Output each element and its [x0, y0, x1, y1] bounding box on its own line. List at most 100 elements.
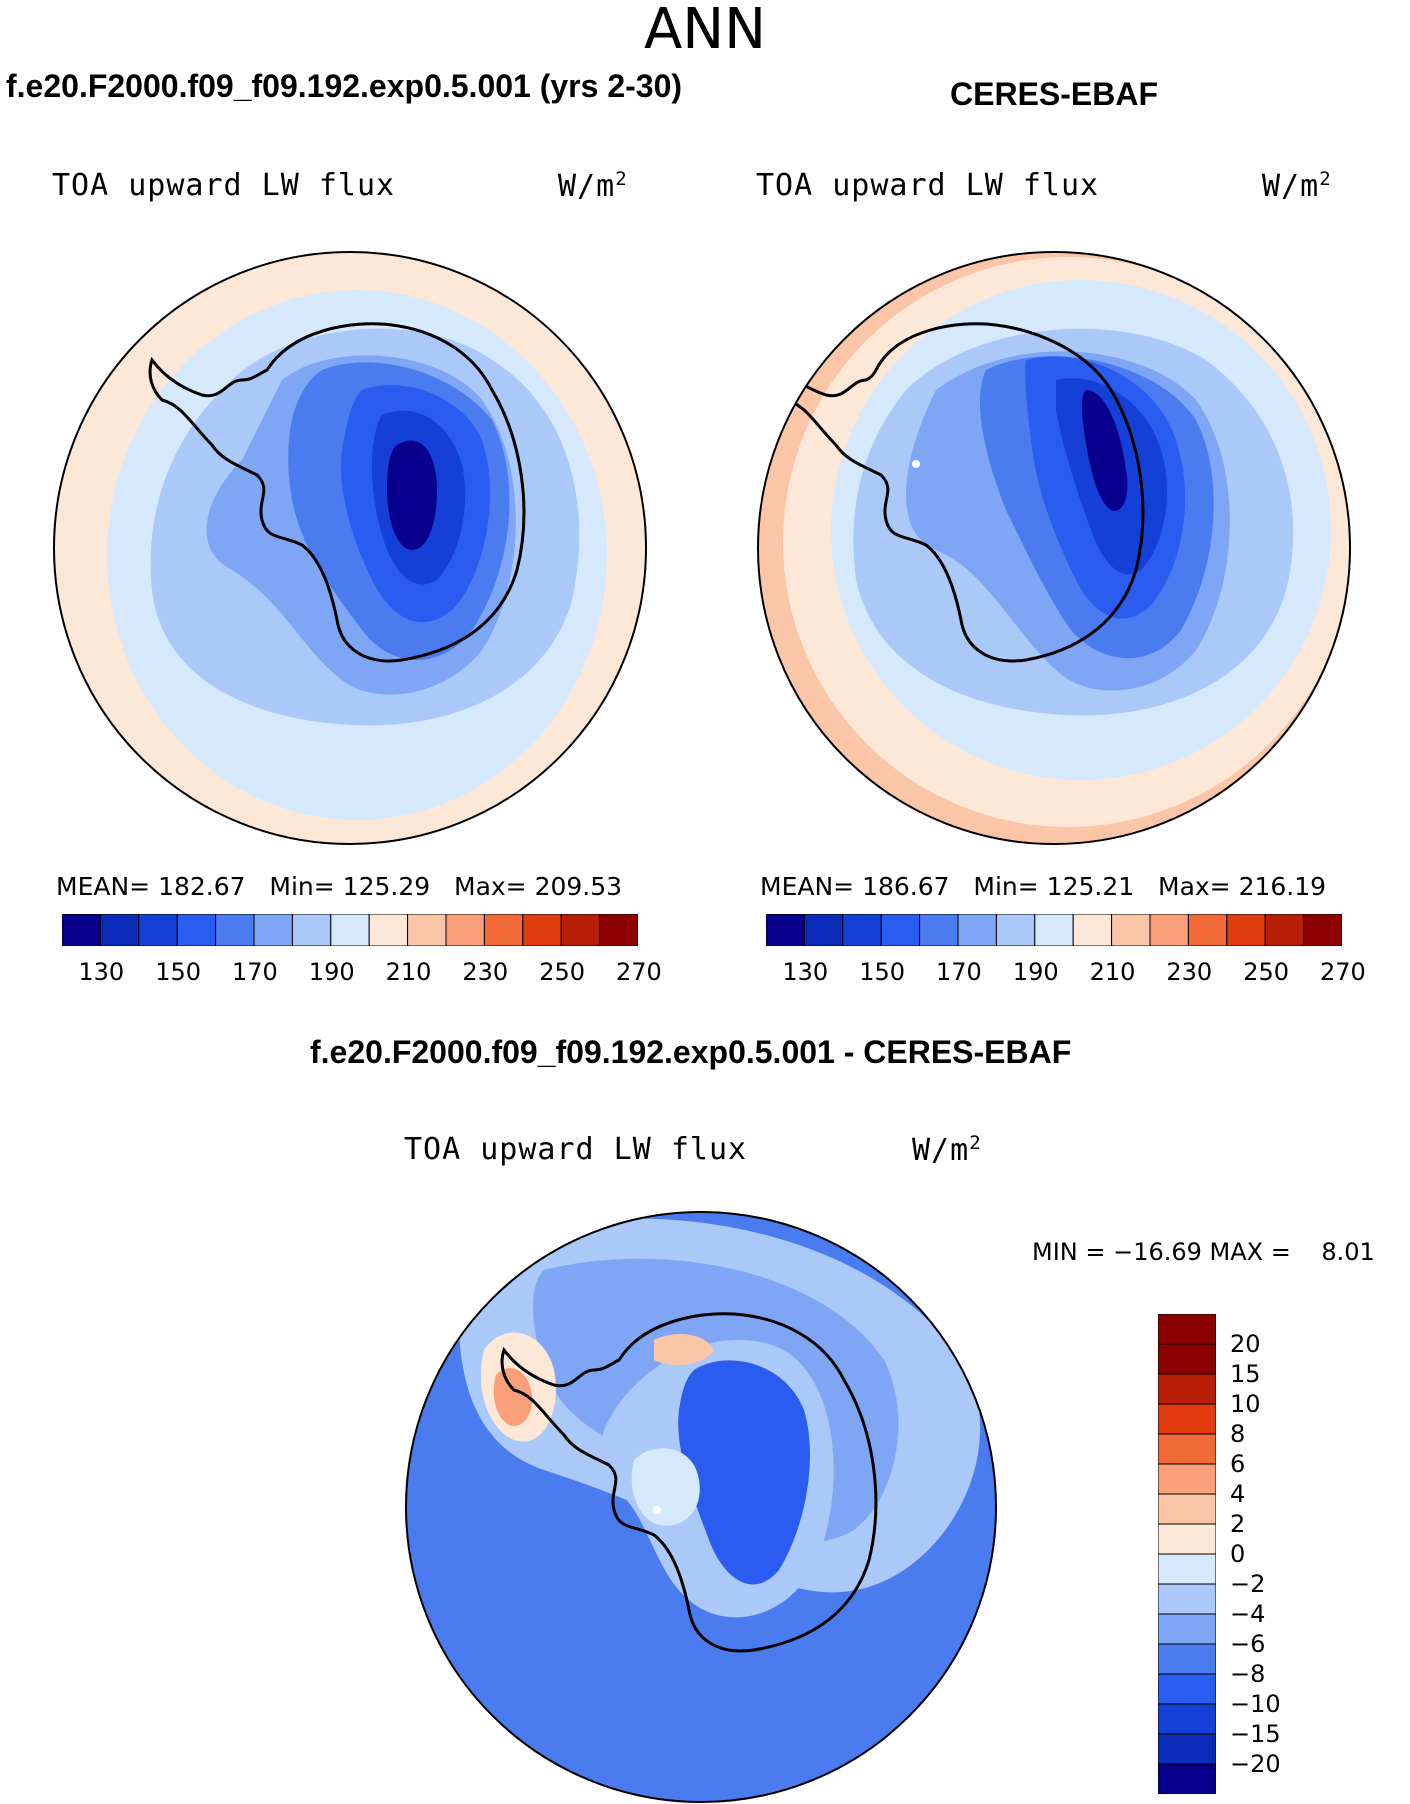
panel1-title: f.e20.F2000.f09_f09.192.exp0.5.001 (yrs …	[6, 68, 683, 104]
panel2-fill-core	[1081, 390, 1128, 511]
panel1-colorbar-box	[368, 914, 409, 946]
panel1-colorbar-box	[483, 914, 524, 946]
diff-colorbar-tick: 4	[1230, 1480, 1246, 1508]
panel2-units: W/m2	[1262, 168, 1332, 204]
panel1-colorbar-tick: 270	[616, 958, 662, 986]
diff-colorbar-tick: 8	[1230, 1420, 1246, 1448]
diff-units: W/m2	[912, 1132, 982, 1168]
diff-variable: TOA upward LW flux	[404, 1132, 748, 1167]
diff-colorbar-box	[1158, 1673, 1216, 1705]
panel2-colorbar-box	[1072, 914, 1113, 946]
diff-colorbar-box	[1158, 1433, 1216, 1465]
diff-colorbar-box	[1158, 1523, 1216, 1555]
diff-colorbar-tick: 20	[1230, 1330, 1261, 1358]
panel2-colorbar	[766, 914, 1342, 946]
diff-colorbar-box	[1158, 1373, 1216, 1405]
diff-colorbar-tick: 15	[1230, 1360, 1261, 1388]
diff-colorbar-tick: −4	[1230, 1600, 1266, 1628]
diff-colorbar-box	[1158, 1403, 1216, 1435]
diff-colorbar-box	[1158, 1613, 1216, 1645]
diff-colorbar-box	[1158, 1763, 1216, 1794]
panel2-colorbar-box	[1034, 914, 1074, 946]
panel2-colorbar-box	[957, 914, 997, 946]
diff-colorbar-box	[1158, 1493, 1216, 1525]
panel2-colorbar-box	[1111, 914, 1151, 946]
diff-colorbar-box	[1158, 1314, 1216, 1345]
panel2-colorbar-ticks: 130 150 170 190 210 230 250 270	[766, 958, 1365, 988]
diff-colorbar-tick: −8	[1230, 1660, 1266, 1688]
panel2-colorbar-box	[1149, 914, 1189, 946]
panel2-colorbar-tick: 230	[1166, 958, 1213, 986]
panel2-colorbar-box	[880, 914, 921, 946]
diff-colorbar-box	[1158, 1343, 1216, 1375]
panel1-colorbar-tick: 250	[539, 958, 585, 986]
panel1-colorbar-tick: 170	[232, 958, 278, 986]
panel2-colorbar-box	[995, 914, 1036, 946]
panel1-colorbar-box	[253, 914, 293, 946]
panel1-units: W/m2	[558, 168, 628, 204]
panel1-colorbar-tick: 150	[155, 958, 201, 986]
panel2-colorbar-tick: 210	[1089, 958, 1136, 986]
diff-colorbar-tick: 0	[1230, 1540, 1246, 1568]
diff-antarctica-outline	[500, 1312, 878, 1653]
panel1-variable: TOA upward LW flux	[52, 168, 396, 203]
panel2-colorbar-box	[1303, 914, 1342, 946]
panel2-colorbar-box	[803, 914, 844, 946]
diff-colorbar-tick: −2	[1230, 1570, 1266, 1598]
panel1-colorbar-tick: 230	[462, 958, 509, 986]
panel1-fill-core	[387, 440, 437, 550]
panel1-colorbar-box	[330, 914, 370, 946]
panel1-colorbar-box	[445, 914, 485, 946]
panel2-variable: TOA upward LW flux	[756, 168, 1100, 203]
panel2-colorbar-box	[766, 914, 805, 946]
panel2-colorbar-box	[1226, 914, 1266, 946]
diff-colorbar-box	[1158, 1553, 1216, 1585]
diff-colorbar-tick: −15	[1230, 1720, 1281, 1748]
panel1-stats: MEAN= 182.67 Min= 125.29 Max= 209.53	[56, 872, 623, 901]
panel2-colorbar-box	[1264, 914, 1305, 946]
diff-colorbar-box	[1158, 1733, 1216, 1765]
panel2-colorbar-tick: 270	[1320, 958, 1366, 986]
panel2-pole-dot	[912, 460, 920, 468]
panel2-colorbar-box	[1187, 914, 1228, 946]
panel1-colorbar-box	[99, 914, 140, 946]
diff-colorbar-tick: 6	[1230, 1450, 1246, 1478]
panel1-colorbar-box	[176, 914, 217, 946]
panel1-antarctica-outline	[148, 322, 526, 663]
panel1-colorbar-tick: 210	[385, 958, 432, 986]
panel2-colorbar-tick: 190	[1012, 958, 1059, 986]
diff-colorbar-box	[1158, 1583, 1216, 1615]
diff-colorbar	[1158, 1314, 1216, 1794]
diff-colorbar-box	[1158, 1463, 1216, 1495]
panel2-colorbar-box	[919, 914, 959, 946]
panel1-colorbar-tick: 130	[78, 958, 125, 986]
diff-colorbar-tick: −20	[1230, 1750, 1281, 1778]
panel1-colorbar-box	[138, 914, 178, 946]
panel1-colorbar	[62, 914, 638, 946]
panel1-colorbar-box	[522, 914, 562, 946]
diff-colorbar-tick: −10	[1230, 1690, 1281, 1718]
panel1-colorbar-ticks: 130 150 170 190 210 230 250 270	[62, 958, 661, 988]
diff-colorbar-box	[1158, 1703, 1216, 1735]
diff-colorbar-tick: −6	[1230, 1630, 1266, 1658]
panel1-colorbar-box	[62, 914, 101, 946]
panel2-title: CERES-EBAF	[950, 76, 1159, 112]
panel1-colorbar-tick: 190	[308, 958, 355, 986]
panel1-colorbar-box	[215, 914, 255, 946]
panel2-stats: MEAN= 186.67 Min= 125.21 Max= 216.19	[760, 872, 1327, 901]
diff-colorbar-tick: 10	[1230, 1390, 1261, 1418]
diff-map	[405, 1211, 997, 1803]
panel1-colorbar-box	[560, 914, 601, 946]
diff-pole-dot	[653, 1506, 661, 1514]
panel2-colorbar-tick: 250	[1243, 958, 1289, 986]
panel2-colorbar-box	[842, 914, 882, 946]
diff-fill-warm2	[493, 1367, 533, 1426]
panel2-map	[757, 251, 1351, 845]
panel2-colorbar-tick: 170	[936, 958, 982, 986]
diff-minmax: MIN = −16.69 MAX = 8.01	[1032, 1238, 1375, 1266]
panel1-colorbar-box	[599, 914, 638, 946]
season-title: ANN	[643, 0, 767, 62]
diff-title: f.e20.F2000.f09_f09.192.exp0.5.001 - CER…	[310, 1034, 1072, 1070]
panel1-colorbar-box	[407, 914, 447, 946]
diff-colorbar-tick: 2	[1230, 1510, 1246, 1538]
